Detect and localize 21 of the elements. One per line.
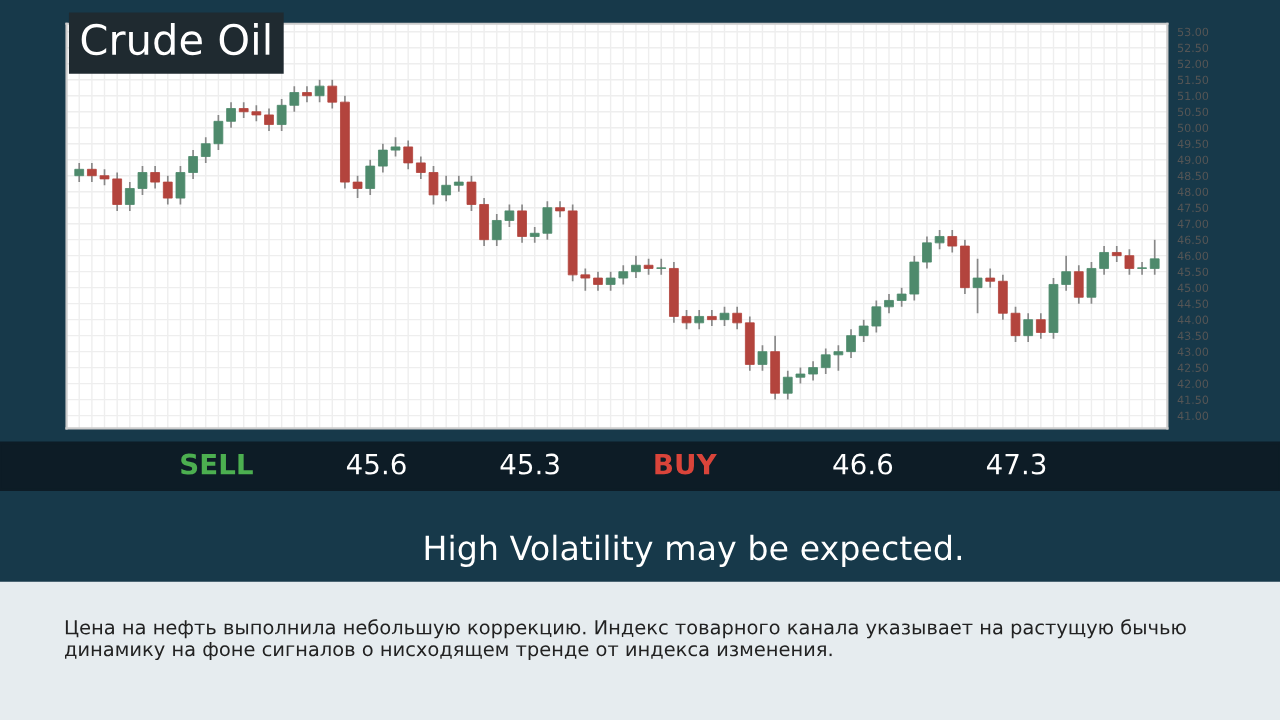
candlestick [1035,312,1046,340]
candlestick [719,306,730,327]
candlestick [1023,312,1034,343]
candlestick [314,78,325,103]
text: 47.3 [986,453,1046,475]
candlestick [694,309,705,331]
text: BUY [655,453,717,475]
candlestick [770,334,780,401]
candlestick [1073,264,1084,305]
text: 46.6 [833,453,893,475]
candlestick [517,203,527,244]
text: Цена на нефть выполнила небольшую коррекцию. Индекс товарного канала указывает на растущую бычью динамику на фоне сигналов о нисходящем тренде от индекса изменения. [65,619,1186,661]
text: High Volatility may be expected. [425,534,962,567]
candlestick [656,258,667,276]
candlestick [972,258,983,315]
text: SELL [181,453,253,475]
chart-title: Crude Oil [81,23,270,56]
candlestick [757,344,768,372]
candlestick [74,162,85,183]
text: 45.6 [346,453,406,475]
text: 45.3 [500,453,559,475]
